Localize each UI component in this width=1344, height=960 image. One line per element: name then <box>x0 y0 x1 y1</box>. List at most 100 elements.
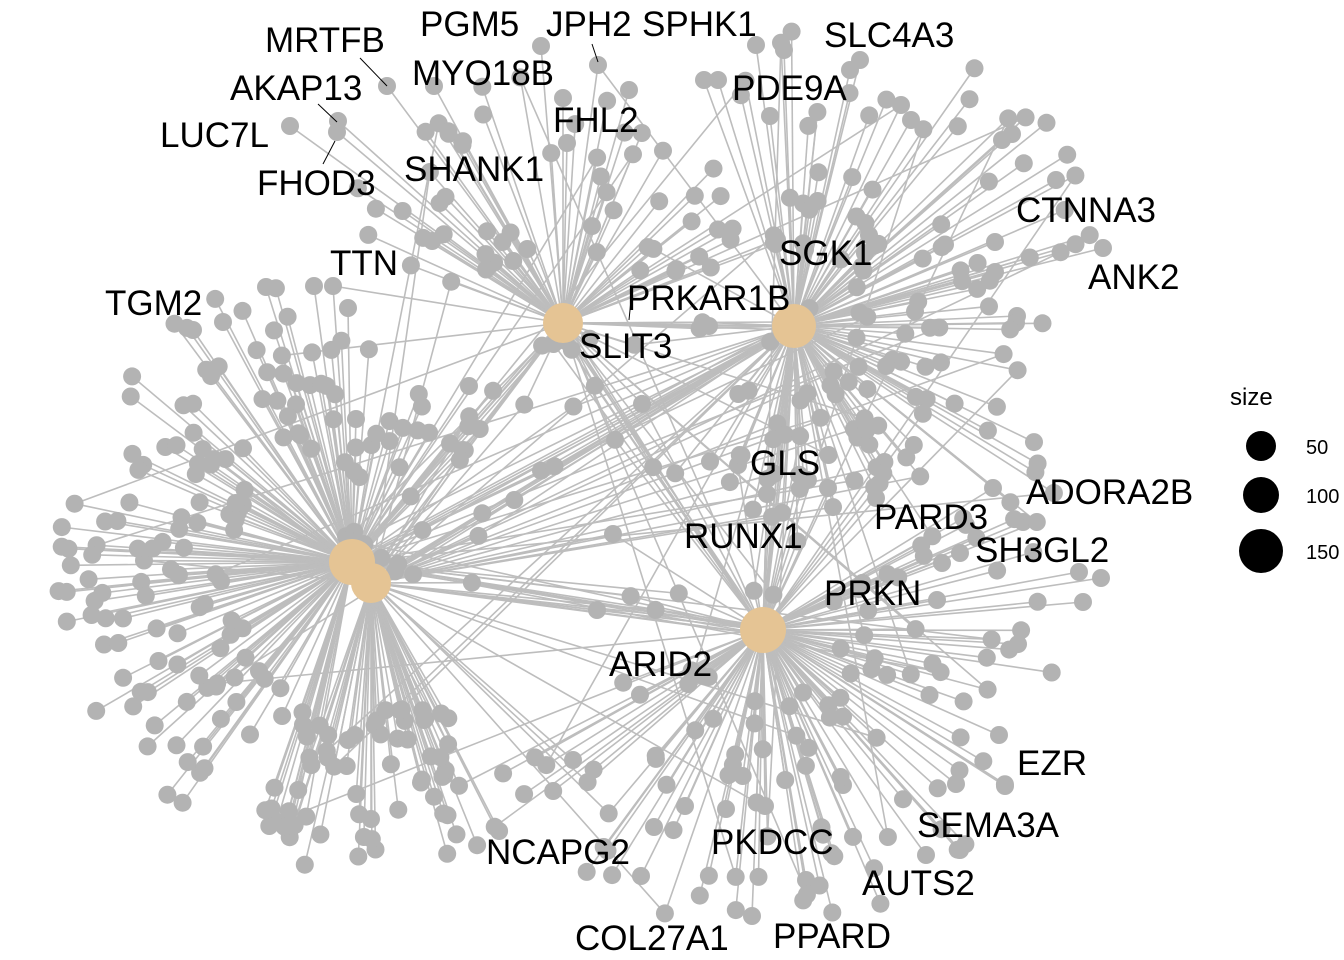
gene-node <box>285 816 304 835</box>
network-edge <box>145 561 353 597</box>
network-edge <box>351 157 598 563</box>
gene-node <box>858 380 877 399</box>
gene-node <box>1042 663 1061 682</box>
gene-node <box>305 277 323 295</box>
gene-label-shank1: SHANK1 <box>404 150 544 189</box>
network-edge <box>204 561 353 605</box>
network-edge <box>762 601 1084 631</box>
network-edge <box>370 582 758 804</box>
network-edge <box>68 547 353 563</box>
legend-dot-100 <box>1243 477 1279 513</box>
gene-node <box>847 328 866 347</box>
network-edge <box>217 629 764 685</box>
gene-node <box>393 202 412 220</box>
gene-node <box>699 668 718 686</box>
network-edge <box>793 209 1066 327</box>
gene-node <box>666 262 685 281</box>
gene-label-pard3: PARD3 <box>874 498 988 537</box>
gene-node <box>809 163 828 182</box>
gene-node <box>79 570 98 589</box>
gene-node <box>606 430 625 449</box>
gene-node <box>124 697 143 716</box>
gene-label-pgm5: PGM5 <box>420 5 519 44</box>
gene-node <box>796 240 814 259</box>
gene-label-ncapg2: NCAPG2 <box>486 833 630 872</box>
network-edge <box>793 115 870 327</box>
gene-node <box>904 436 923 454</box>
label-leader-line <box>322 140 336 165</box>
gene-node <box>234 439 252 458</box>
gene-node <box>655 904 674 923</box>
gene-node <box>625 335 644 354</box>
gene-node <box>865 478 884 497</box>
gene-node <box>855 626 874 645</box>
network-edge <box>370 582 797 737</box>
network-edge <box>793 153 1068 327</box>
gene-node <box>211 709 230 728</box>
gene-node <box>862 660 881 679</box>
gene-node <box>831 688 850 707</box>
category-node <box>543 303 583 343</box>
gene-labels: MRTFB PGM5 JPH2 SPHK1 SLC4A3 MYO18B AKAP… <box>105 5 1193 958</box>
gene-node <box>968 279 987 298</box>
network-edge <box>336 131 564 324</box>
network-edge <box>793 98 971 327</box>
network-edge <box>562 64 599 324</box>
gene-node <box>515 785 534 804</box>
legend-dot-150 <box>1239 529 1283 573</box>
gene-node <box>911 467 930 486</box>
gene-node <box>178 753 197 772</box>
gene-node <box>425 77 443 95</box>
gene-node <box>518 240 537 258</box>
gene-node <box>1009 635 1027 654</box>
network-edge <box>793 125 810 327</box>
gene-node <box>690 247 709 266</box>
gene-node <box>839 373 858 391</box>
category-node <box>740 607 786 653</box>
gene-node <box>825 847 844 866</box>
gene-node <box>174 538 193 557</box>
gene-node <box>657 775 676 794</box>
gene-node <box>225 520 244 539</box>
gene-node <box>947 775 965 793</box>
network-edge <box>793 116 1027 327</box>
gene-node <box>685 186 704 205</box>
gene-node <box>415 711 434 730</box>
gene-node <box>834 707 852 726</box>
gene-label-akap13: AKAP13 <box>230 69 362 108</box>
network-edge <box>762 482 881 631</box>
gene-node <box>916 357 935 376</box>
gene-node <box>932 353 950 372</box>
network-edge <box>793 125 959 327</box>
gene-node <box>532 461 550 480</box>
gene-node <box>1047 171 1065 189</box>
gene-node <box>906 387 925 406</box>
gene-node <box>646 746 665 765</box>
gene-node <box>747 36 765 54</box>
network-edge <box>545 629 764 766</box>
gene-node <box>914 546 933 565</box>
gene-node <box>764 226 783 245</box>
gene-node <box>901 665 920 684</box>
network-edge <box>562 220 693 324</box>
gene-label-ank2: ANK2 <box>1088 258 1179 297</box>
gene-node <box>425 787 443 806</box>
network-edge <box>410 264 564 324</box>
gene-label-gls: GLS <box>750 444 820 483</box>
gene-node <box>454 132 472 151</box>
gene-node <box>747 793 766 812</box>
network-edge <box>762 474 800 631</box>
gene-node <box>871 894 890 913</box>
gene-node <box>247 341 266 360</box>
gene-node <box>631 685 649 704</box>
network-edge <box>374 582 764 635</box>
network-edge <box>562 116 1026 324</box>
label-leader-lines <box>317 43 632 321</box>
network-edge <box>357 187 564 324</box>
gene-node <box>186 465 205 484</box>
label-leader-line <box>628 299 632 321</box>
network-edge <box>502 629 764 775</box>
network-edge <box>523 629 764 795</box>
network-edge <box>370 582 666 914</box>
